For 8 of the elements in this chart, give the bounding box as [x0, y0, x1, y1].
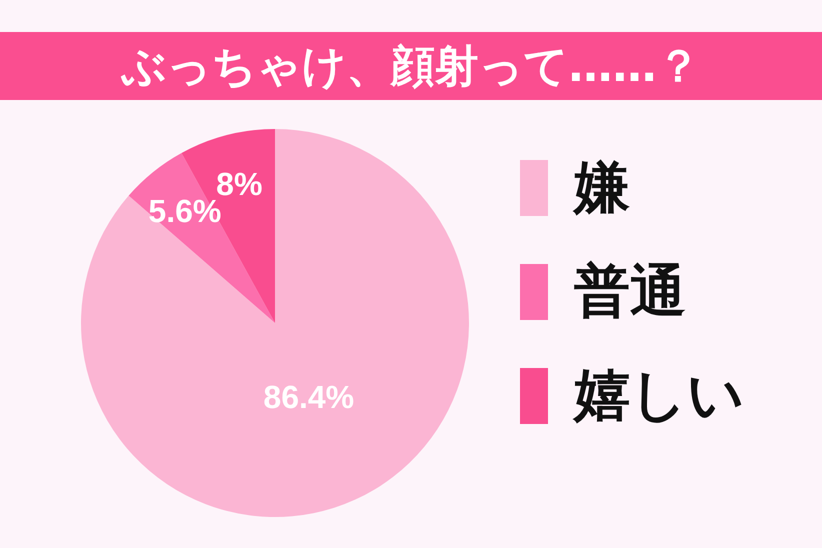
legend-label: 普通	[574, 259, 686, 324]
data-label: 86.4%	[263, 379, 354, 416]
legend-label: 嫌	[574, 155, 630, 220]
pie-slice	[81, 129, 469, 517]
pie-slice	[128, 152, 275, 323]
legend-label: 嬉しい	[574, 363, 744, 428]
data-label: 8%	[216, 166, 262, 202]
chart-title: ぶっちゃけ、顔射って……？	[122, 40, 700, 94]
